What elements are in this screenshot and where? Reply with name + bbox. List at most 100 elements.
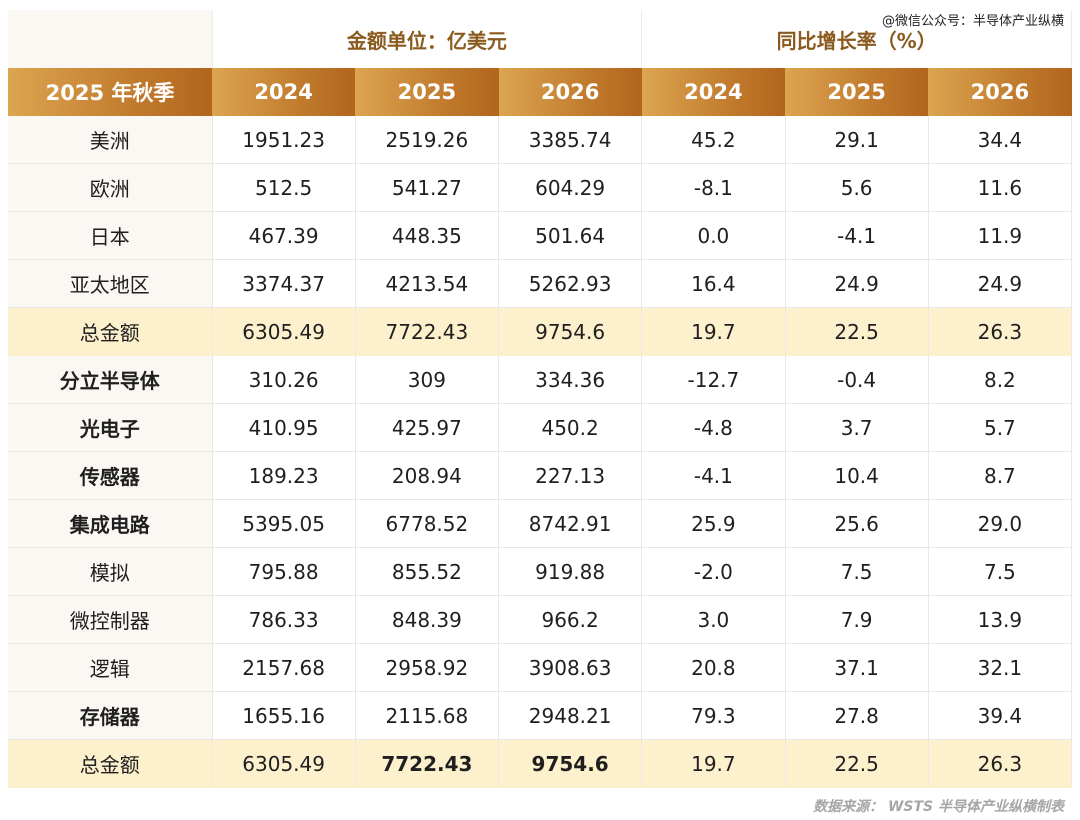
table-row: 传感器 189.23 208.94 227.13 -4.1 10.4 8.7 [8,451,1073,500]
row-label: 传感器 [8,451,213,500]
table-cell: 26.3 [928,739,1073,788]
table-cell: 9754.6 [498,307,643,356]
table-cell: 5.7 [928,403,1073,452]
row-label: 日本 [8,211,213,260]
table-cell: 7.5 [928,547,1073,596]
table-cell: 855.52 [355,547,500,596]
table-cell: 7722.43 [355,739,500,788]
table-row: 存储器 1655.16 2115.68 2948.21 79.3 27.8 39.4 [8,691,1073,740]
table-cell: 1655.16 [212,691,356,740]
table-cell: 450.2 [498,403,643,452]
column-header-row: 2025 年秋季 2024 2025 2026 2024 2025 2026 [8,68,1072,116]
table-cell: 39.4 [928,691,1073,740]
table-cell: 22.5 [785,739,929,788]
table-cell: 8.2 [928,355,1073,404]
column-header: 2026 [928,68,1072,116]
table-row: 日本 467.39 448.35 501.64 0.0 -4.1 11.9 [8,211,1073,260]
table-cell: 425.97 [355,403,500,452]
table-cell: 966.2 [498,595,643,644]
row-label: 总金额 [8,739,213,788]
table-cell: 1951.23 [212,116,356,164]
table-cell: 45.2 [641,116,786,164]
table-cell: 19.7 [641,307,786,356]
table-cell: 5262.93 [498,259,643,308]
table-cell: 7722.43 [355,307,500,356]
table-row: 逻辑 2157.68 2958.92 3908.63 20.8 37.1 32.1 [8,643,1073,692]
table-cell: 919.88 [498,547,643,596]
column-header: 2026 [498,68,642,116]
table-cell: 25.6 [785,499,929,548]
table-cell: 6305.49 [212,307,356,356]
table-cell: -12.7 [641,355,786,404]
table-cell: 6305.49 [212,739,356,788]
data-table-container: 金额单位：亿美元 同比增长率（%） 2025 年秋季 2024 2025 202… [8,10,1073,816]
table-cell: 227.13 [498,451,643,500]
row-label: 光电子 [8,403,213,452]
table-cell: 25.9 [641,499,786,548]
table-cell: 3.7 [785,403,929,452]
table-cell: 2958.92 [355,643,500,692]
table-cell: 8.7 [928,451,1073,500]
table-cell: 11.9 [928,211,1073,260]
table-cell: 467.39 [212,211,356,260]
corner-cell [8,10,213,68]
table-cell: 208.94 [355,451,500,500]
table-cell: 34.4 [928,116,1073,164]
table-cell: 37.1 [785,643,929,692]
table-cell: 3385.74 [498,116,643,164]
table-cell: -4.1 [785,211,929,260]
table-row: 集成电路 5395.05 6778.52 8742.91 25.9 25.6 29.0 [8,499,1073,548]
table-cell: 10.4 [785,451,929,500]
table-cell: 2519.26 [355,116,500,164]
table-cell: 26.3 [928,307,1073,356]
table-cell: 541.27 [355,163,500,212]
column-header: 2025 [785,68,929,116]
table-cell: 410.95 [212,403,356,452]
table-cell: 309 [355,355,500,404]
column-header: 2024 [641,68,785,116]
column-header: 2025 年秋季 [8,68,212,116]
table-cell: 448.35 [355,211,500,260]
semiconductor-forecast-table: 金额单位：亿美元 同比增长率（%） 2025 年秋季 2024 2025 202… [8,10,1073,788]
table-row: 欧洲 512.5 541.27 604.29 -8.1 5.6 11.6 [8,163,1073,212]
table-cell: 24.9 [785,259,929,308]
table-cell: 3.0 [641,595,786,644]
data-source-note: 数据来源： WSTS 半导体产业纵横制表 [813,799,1064,815]
table-cell: 501.64 [498,211,643,260]
table-cell: 19.7 [641,739,786,788]
table-row: 分立半导体 310.26 309 334.36 -12.7 -0.4 8.2 [8,355,1073,404]
row-label: 分立半导体 [8,355,213,404]
table-cell: 29.0 [928,499,1073,548]
row-label: 欧洲 [8,163,213,212]
row-label: 逻辑 [8,643,213,692]
row-label: 亚太地区 [8,259,213,308]
table-cell: 786.33 [212,595,356,644]
table-row: 美洲 1951.23 2519.26 3385.74 45.2 29.1 34.4 [8,116,1073,164]
table-cell: -0.4 [785,355,929,404]
table-row: 光电子 410.95 425.97 450.2 -4.8 3.7 5.7 [8,403,1073,452]
table-cell: 2948.21 [498,691,643,740]
table-cell: 20.8 [641,643,786,692]
row-label: 集成电路 [8,499,213,548]
table-cell: 3374.37 [212,259,356,308]
table-row: 微控制器 786.33 848.39 966.2 3.0 7.9 13.9 [8,595,1073,644]
table-cell: -4.8 [641,403,786,452]
table-cell: 2115.68 [355,691,500,740]
table-cell: 6778.52 [355,499,500,548]
table-cell: -8.1 [641,163,786,212]
table-cell: 795.88 [212,547,356,596]
table-cell: 29.1 [785,116,929,164]
table-cell: 310.26 [212,355,356,404]
table-cell: 604.29 [498,163,643,212]
table-cell: 7.5 [785,547,929,596]
group-header-row: 金额单位：亿美元 同比增长率（%） [8,10,1072,68]
table-cell: 13.9 [928,595,1073,644]
watermark: @微信公众号：半导体产业纵横 [879,10,1066,29]
group-header-amount: 金额单位：亿美元 [212,10,643,68]
table-cell: 3908.63 [498,643,643,692]
table-cell: 334.36 [498,355,643,404]
row-label: 模拟 [8,547,213,596]
table-cell: 189.23 [212,451,356,500]
total-row: 总金额 6305.49 7722.43 9754.6 19.7 22.5 26.3 [8,307,1073,356]
table-cell: 27.8 [785,691,929,740]
